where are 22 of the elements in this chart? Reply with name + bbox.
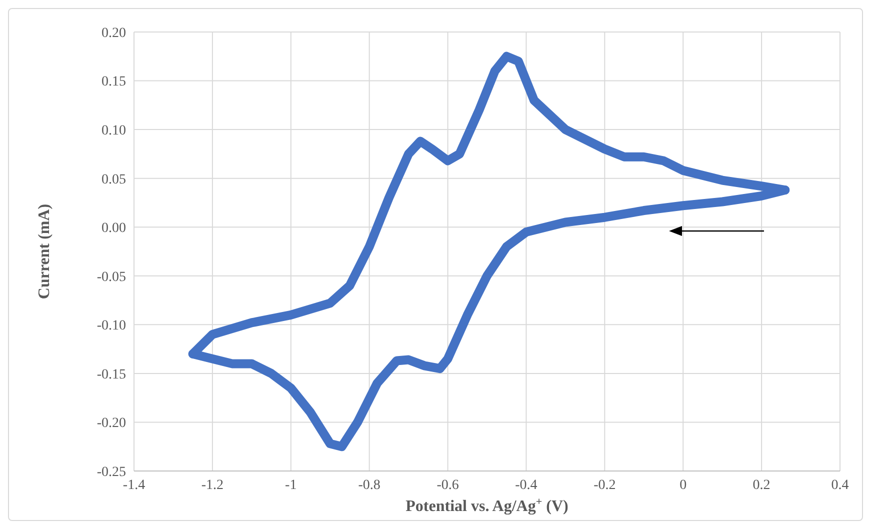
x-tick-label: 0.2 xyxy=(752,478,770,493)
y-tick-label: -0.20 xyxy=(96,416,126,432)
y-tick-label: 0.15 xyxy=(102,74,126,90)
x-tick-label: -1 xyxy=(285,478,297,493)
y-tick-label: 0.00 xyxy=(102,221,126,236)
x-tick-label: -0.4 xyxy=(515,478,538,493)
y-axis-title: Current (mA) xyxy=(36,204,53,300)
x-axis-title: Potential vs. Ag/Ag$^{+}$ (V) xyxy=(406,496,568,515)
y-tick-label: -0.05 xyxy=(96,270,126,285)
y-tick-label: -0.10 xyxy=(96,318,126,334)
x-tick-label: -1.2 xyxy=(201,478,224,493)
y-tick-label: -0.15 xyxy=(96,367,126,382)
y-tick-label: -0.25 xyxy=(96,464,126,480)
x-tick-label: -1.4 xyxy=(122,478,146,493)
y-tick-label: 0.20 xyxy=(102,26,126,41)
x-tick-label: -0.2 xyxy=(594,478,616,493)
x-tick-label: 0.4 xyxy=(831,478,849,493)
y-tick-label: 0.10 xyxy=(102,124,126,139)
x-tick-label: -0.8 xyxy=(358,478,380,493)
x-tick-label: 0 xyxy=(680,478,687,493)
x-tick-label: -0.6 xyxy=(436,478,459,493)
y-tick-label: 0.05 xyxy=(102,172,126,188)
